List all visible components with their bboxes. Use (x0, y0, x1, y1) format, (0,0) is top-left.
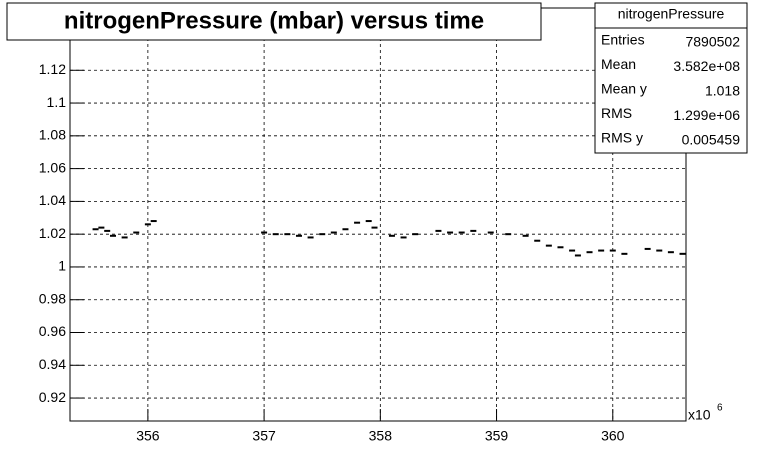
point (98, 226, 105, 229)
point (144, 223, 151, 226)
point (598, 249, 605, 252)
point (330, 231, 337, 234)
y-tick-label: 0.94 (39, 356, 66, 372)
point (354, 221, 361, 224)
point (522, 234, 529, 237)
plot-area (70, 8, 686, 421)
stats-value: 7890502 (685, 34, 740, 50)
y-tick-label: 1.08 (39, 127, 66, 143)
point (609, 249, 616, 252)
x-tick-label: 359 (485, 428, 509, 444)
point (656, 249, 663, 252)
point (150, 220, 157, 223)
point (319, 233, 326, 236)
point (272, 233, 279, 236)
stats-label: Entries (601, 32, 645, 48)
point (400, 236, 407, 239)
point (365, 220, 372, 223)
point (284, 233, 291, 236)
point (545, 244, 552, 247)
point (388, 234, 395, 237)
point (121, 236, 128, 239)
point (586, 251, 593, 254)
point (574, 254, 581, 257)
x-tick-label: 357 (252, 428, 276, 444)
y-tick-label: 1.12 (39, 61, 66, 77)
point (505, 233, 512, 236)
plot-frame (69, 7, 687, 422)
title-box (6, 2, 542, 41)
point (92, 228, 99, 231)
point (307, 236, 314, 239)
point (569, 249, 576, 252)
point (458, 231, 465, 234)
point (110, 234, 117, 237)
point (342, 228, 349, 231)
x-tick-label: 360 (601, 428, 625, 444)
point (371, 226, 378, 229)
point (621, 252, 628, 255)
stats-label: RMS (601, 105, 632, 121)
point (447, 231, 454, 234)
point (133, 231, 140, 234)
stats-value: 1.299e+06 (673, 107, 740, 123)
point (470, 229, 477, 232)
y-tick-label: 1.04 (39, 192, 66, 208)
stats-value: 3.582e+08 (673, 58, 740, 74)
y-tick-label: 1.1 (47, 94, 67, 110)
stats-label: RMS y (601, 130, 643, 146)
stats-label: Mean y (601, 81, 647, 97)
x-tick-label: 356 (136, 428, 160, 444)
stats-box: nitrogenPressure Entries 7890502 Mean 3.582… (594, 2, 748, 154)
point (644, 247, 651, 250)
point (104, 229, 111, 232)
point (679, 252, 686, 255)
stats-label: Mean (601, 56, 636, 72)
point (435, 229, 442, 232)
y-tick-label: 0.98 (39, 290, 66, 306)
stats-value: 0.005459 (682, 132, 741, 148)
y-tick-label: 1 (58, 258, 66, 274)
point (487, 231, 494, 234)
y-tick-label: 0.96 (39, 323, 66, 339)
y-tick-label: 1.06 (39, 159, 66, 175)
x-tick-label: 358 (369, 428, 393, 444)
y-tick-label: 0.92 (39, 389, 66, 405)
point (261, 231, 268, 234)
point (667, 251, 674, 254)
x-multiplier: x10 (688, 407, 711, 423)
point (295, 234, 302, 237)
chart-title: nitrogenPressure (mbar) versus time (64, 7, 484, 34)
stats-title: nitrogenPressure (618, 6, 725, 22)
x-multiplier-exponent: 6 (717, 403, 723, 414)
stats-value: 1.018 (705, 83, 740, 99)
point (534, 239, 541, 242)
y-tick-label: 1.02 (39, 225, 66, 241)
point (412, 233, 419, 236)
point (557, 246, 564, 249)
